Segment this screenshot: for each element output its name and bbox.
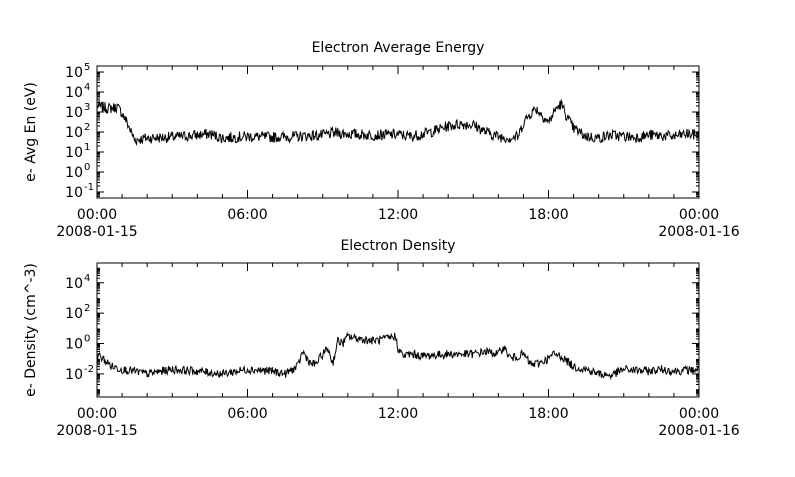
plot-frame: [96, 262, 700, 398]
y-tick-exponent: 3: [84, 102, 90, 113]
x-tick-label: 18:00: [528, 207, 568, 223]
y-tick-exponent: 0: [84, 334, 90, 345]
y-tick-label: 10: [65, 276, 83, 292]
plot-frame: [96, 65, 700, 199]
x-tick-label: 06:00: [227, 406, 267, 422]
x-tick-date-label: 2008-01-16: [658, 224, 739, 240]
y-tick-label: 10: [65, 85, 83, 101]
y-tick-label: 10: [65, 306, 83, 322]
y-tick-exponent: -2: [84, 364, 94, 375]
y-tick-label: 10: [65, 145, 83, 161]
x-tick-label: 12:00: [378, 406, 418, 422]
y-axis-label: e- Avg En (eV): [23, 82, 39, 182]
chart-title: Electron Density: [340, 238, 455, 254]
y-axis-label: e- Density (cm^-3): [23, 263, 39, 397]
y-tick-exponent: 1: [84, 142, 90, 153]
y-tick-label: 10: [65, 105, 83, 121]
y-tick-exponent: 4: [84, 273, 90, 284]
y-tick-label: 10: [65, 367, 83, 383]
y-tick-exponent: 0: [84, 162, 90, 173]
data-series-line: [96, 98, 700, 147]
chart-title: Electron Average Energy: [312, 40, 485, 56]
y-tick-label: 10: [65, 65, 83, 81]
y-tick-label: 10: [65, 125, 83, 141]
x-tick-date-label: 2008-01-16: [658, 423, 739, 439]
x-tick-date-label: 2008-01-15: [56, 224, 137, 240]
x-tick-label: 18:00: [528, 406, 568, 422]
x-tick-label: 00:00: [679, 406, 719, 422]
y-tick-label: 10: [65, 165, 83, 181]
data-series-line: [96, 331, 700, 381]
x-tick-date-label: 2008-01-15: [56, 423, 137, 439]
x-tick-label: 06:00: [227, 207, 267, 223]
panel-density: Electron Density e- Density (cm^-3) 10 -2…: [23, 238, 740, 439]
y-tick-label: 10: [65, 185, 83, 201]
panel-energy: Electron Average Energy e- Avg En (eV) 1…: [23, 40, 740, 240]
y-tick-exponent: 5: [84, 62, 90, 73]
y-tick-exponent: -1: [84, 182, 94, 193]
y-tick-exponent: 2: [84, 303, 90, 314]
x-tick-label: 00:00: [679, 207, 719, 223]
x-tick-label: 12:00: [378, 207, 418, 223]
y-tick-label: 10: [65, 337, 83, 353]
y-tick-exponent: 4: [84, 82, 90, 93]
x-tick-label: 00:00: [77, 406, 117, 422]
y-tick-exponent: 2: [84, 122, 90, 133]
x-tick-label: 00:00: [77, 207, 117, 223]
